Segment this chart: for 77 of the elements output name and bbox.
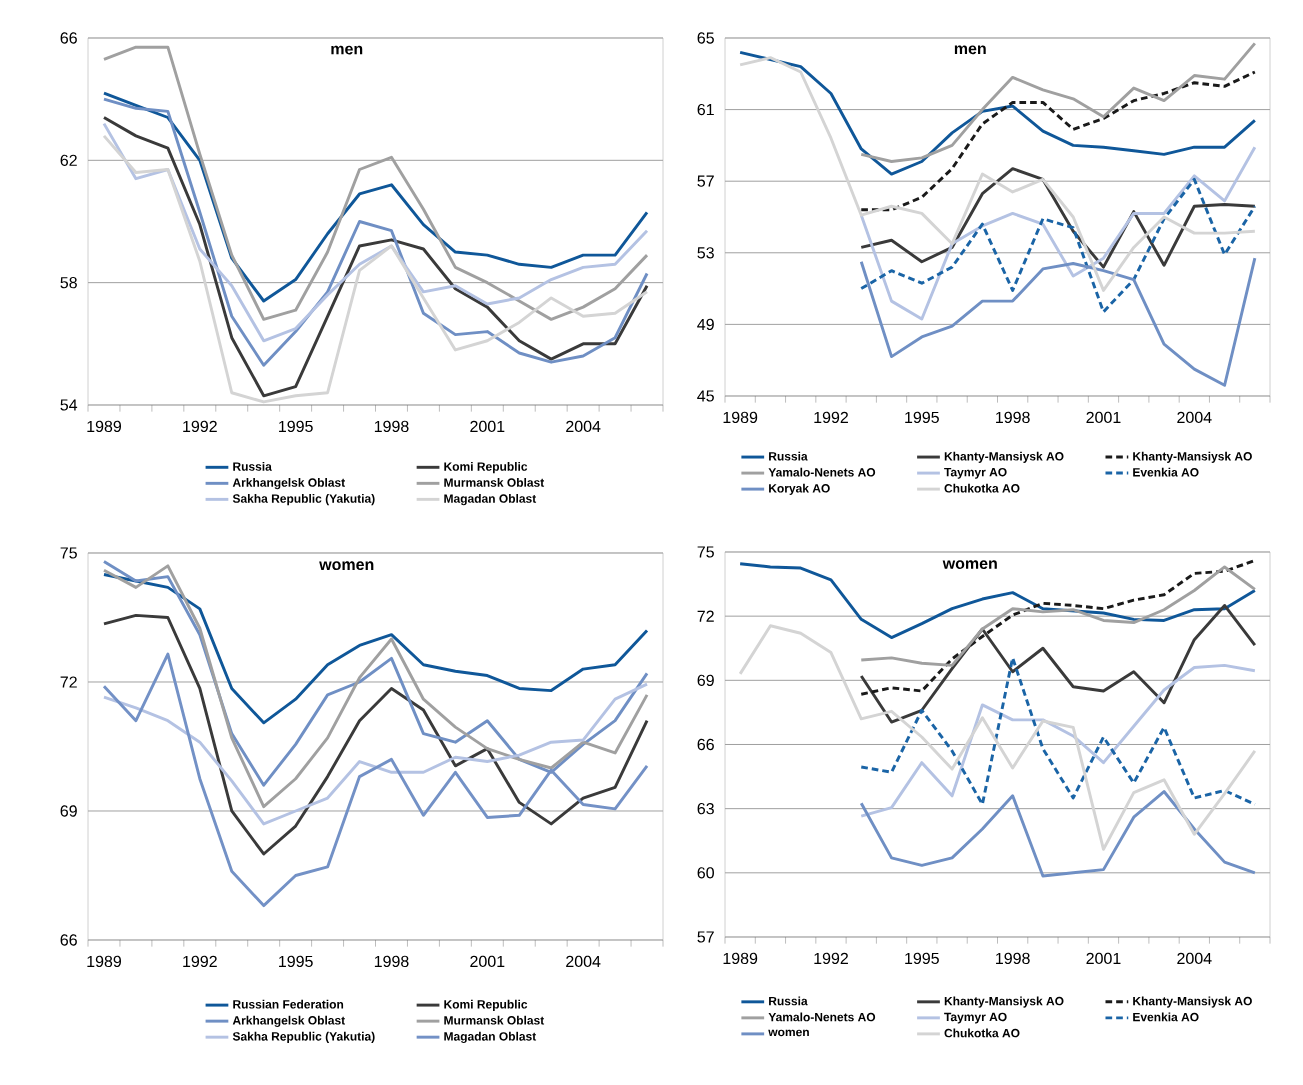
legend-label: Taymyr AO xyxy=(944,467,1007,479)
y-tick-label: 65 xyxy=(697,32,714,44)
chart-title: women xyxy=(942,560,997,570)
x-tick-label: 2001 xyxy=(470,955,505,968)
legend-label: Magadan Oblast xyxy=(444,494,537,506)
x-tick-label: 1992 xyxy=(183,420,217,433)
y-tick-label: 60 xyxy=(697,867,714,879)
y-tick-label: 54 xyxy=(60,399,78,411)
y-tick-label: 66 xyxy=(60,934,77,946)
x-tick-label: 1998 xyxy=(374,955,409,968)
legend-label: Khanty-Mansiysk AO xyxy=(1133,996,1252,1008)
y-tick-label: 72 xyxy=(60,676,77,688)
x-tick-label: 1998 xyxy=(374,420,409,433)
x-tick-label: 2004 xyxy=(566,420,601,433)
legend-label: Magadan Oblast xyxy=(444,1031,537,1044)
y-tick-label: 69 xyxy=(60,805,77,817)
legend-label: women xyxy=(768,1029,809,1037)
legend-label: Khanty-Mansiysk AO xyxy=(1133,451,1252,463)
x-tick-label: 1998 xyxy=(996,952,1030,965)
x-tick-label: 1992 xyxy=(814,952,848,965)
x-tick-label: 2004 xyxy=(1177,952,1212,965)
x-tick-label: 2001 xyxy=(1086,411,1121,424)
x-tick-label: 2001 xyxy=(1086,952,1121,965)
legend-label: Komi Republic xyxy=(444,461,528,474)
legend-label: Chukotka AO xyxy=(944,1028,1020,1038)
legend-label: Murmansk Oblast xyxy=(444,477,545,487)
chart-title: men xyxy=(331,45,363,55)
legend-label: Yamalo-Nenets AO xyxy=(768,1012,876,1022)
y-tick-label: 66 xyxy=(697,738,714,751)
legend-label: Koryak AO xyxy=(769,483,830,495)
x-tick-label: 2004 xyxy=(566,955,601,968)
legend-label: Murmansk Oblast xyxy=(444,1015,545,1025)
y-tick-label: 58 xyxy=(60,276,77,289)
x-tick-label: 1995 xyxy=(905,952,939,965)
legend-label: Russian Federation xyxy=(233,999,344,1009)
y-tick-label: 49 xyxy=(697,318,714,331)
x-tick-label: 1992 xyxy=(814,411,848,424)
y-tick-label: 45 xyxy=(697,390,714,402)
y-tick-label: 57 xyxy=(697,175,714,187)
legend-label: Chukotka AO xyxy=(944,483,1020,493)
y-tick-label: 75 xyxy=(697,546,714,558)
chart-title: women xyxy=(319,561,374,571)
y-tick-label: 53 xyxy=(697,247,714,259)
legend-label: Yamalo-Nenets AO xyxy=(768,467,876,477)
x-tick-label: 1995 xyxy=(279,955,313,968)
x-tick-label: 1995 xyxy=(905,411,939,424)
x-tick-label: 2004 xyxy=(1177,411,1212,424)
legend-label: Evenkia AO xyxy=(1133,1012,1199,1022)
y-tick-label: 57 xyxy=(697,931,714,943)
y-tick-label: 62 xyxy=(60,154,77,166)
x-tick-label: 1989 xyxy=(87,420,122,433)
y-tick-label: 69 xyxy=(697,674,714,686)
x-tick-label: 1989 xyxy=(723,411,758,424)
y-tick-label: 63 xyxy=(697,802,714,815)
y-tick-label: 75 xyxy=(60,547,77,559)
legend-label: Russia xyxy=(769,451,808,461)
legend-label: Arkhangelsk Oblast xyxy=(232,1015,346,1028)
y-tick-label: 72 xyxy=(697,610,714,622)
x-tick-label: 1989 xyxy=(723,952,758,965)
x-tick-label: 1995 xyxy=(279,420,313,433)
y-tick-label: 66 xyxy=(60,32,77,44)
legend-label: Khanty-Mansiysk AO xyxy=(944,996,1064,1008)
legend-label: Russia xyxy=(233,461,272,471)
legend-label: Sakha Republic (Yakutia) xyxy=(232,1031,375,1043)
x-tick-label: 1992 xyxy=(183,955,217,968)
x-tick-label: 1989 xyxy=(87,955,122,968)
x-tick-label: 1998 xyxy=(996,411,1030,424)
legend-label: Russia xyxy=(769,996,808,1006)
y-tick-label: 61 xyxy=(697,103,714,116)
legend-label: Sakha Republic (Yakutia) xyxy=(232,494,375,506)
legend-label: Komi Republic xyxy=(444,999,528,1011)
x-tick-label: 2001 xyxy=(470,420,505,433)
chart-title: men xyxy=(954,45,986,55)
legend-label: Khanty-Mansiysk AO xyxy=(944,451,1064,463)
legend-label: Arkhangelsk Oblast xyxy=(232,477,346,490)
legend-label: Taymyr AO xyxy=(944,1012,1007,1024)
legend-label: Evenkia AO xyxy=(1133,467,1199,477)
